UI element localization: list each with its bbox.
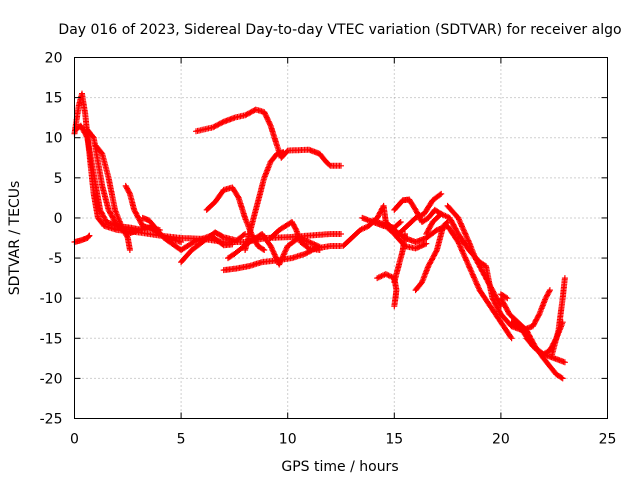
- y-tick-label: 20: [45, 51, 63, 67]
- x-tick-label: 20: [492, 432, 510, 448]
- series-arc-ab: [549, 275, 568, 358]
- y-tick-label: 10: [45, 131, 63, 147]
- series-arc-v: [412, 219, 451, 294]
- series-arc-k: [203, 184, 268, 253]
- x-tick-label: 0: [70, 432, 79, 448]
- data-point-markers: [72, 122, 146, 233]
- series-arc-u: [395, 190, 445, 237]
- data-point-markers: [193, 106, 344, 169]
- y-tick-label: 0: [54, 211, 63, 227]
- series-arc-d: [92, 142, 133, 253]
- series-arc-z: [508, 287, 553, 334]
- data-series: [71, 90, 568, 382]
- y-tick-label: -25: [40, 412, 63, 428]
- axis-ticks: [74, 57, 608, 419]
- data-point-markers: [412, 219, 451, 294]
- y-axis-label: SDTVAR / TECUs: [7, 181, 23, 296]
- data-point-markers: [92, 142, 133, 253]
- series-arc-j: [242, 149, 287, 253]
- data-point-markers: [497, 291, 511, 302]
- series-arc-w: [423, 210, 568, 366]
- y-tick-label: -10: [40, 291, 63, 307]
- series-arc-i: [193, 106, 344, 169]
- data-point-markers: [225, 231, 323, 268]
- y-tick-label: 5: [54, 171, 63, 187]
- y-tick-label: -5: [49, 251, 63, 267]
- data-point-markers: [444, 202, 504, 310]
- y-tick-labels: -25 -20 -15 -10 -5 0 5 10 15 20: [40, 51, 63, 428]
- x-tick-label: 15: [385, 432, 403, 448]
- series-arc-n: [267, 219, 323, 253]
- chart-title: Day 016 of 2023, Sidereal Day-to-day VTE…: [58, 22, 621, 38]
- data-point-markers: [395, 190, 445, 237]
- plot-frame: [74, 57, 608, 419]
- grid: [74, 57, 608, 419]
- data-point-markers: [242, 149, 287, 253]
- series-arc-h: [178, 229, 249, 266]
- y-tick-label: -15: [40, 331, 63, 347]
- series-arc-b: [72, 122, 146, 233]
- data-point-markers: [267, 219, 323, 253]
- x-axis-label: GPS time / hours: [281, 459, 398, 475]
- data-point-markers: [508, 287, 553, 334]
- data-point-markers: [391, 231, 408, 286]
- data-point-markers: [423, 210, 568, 366]
- x-tick-labels: 0 5 10 15 20 25: [70, 432, 616, 448]
- y-tick-label: 15: [45, 91, 63, 107]
- x-tick-label: 25: [599, 432, 617, 448]
- data-point-markers: [178, 229, 249, 266]
- data-point-markers: [203, 184, 268, 253]
- data-point-markers: [549, 275, 568, 358]
- series-arc-m: [225, 231, 323, 268]
- x-tick-label: 10: [279, 432, 297, 448]
- series-arc-x: [444, 202, 504, 310]
- x-tick-label: 5: [177, 432, 186, 448]
- y-tick-label: -20: [40, 371, 63, 387]
- series-arc-ac: [497, 291, 511, 302]
- series-arc-s: [391, 231, 408, 286]
